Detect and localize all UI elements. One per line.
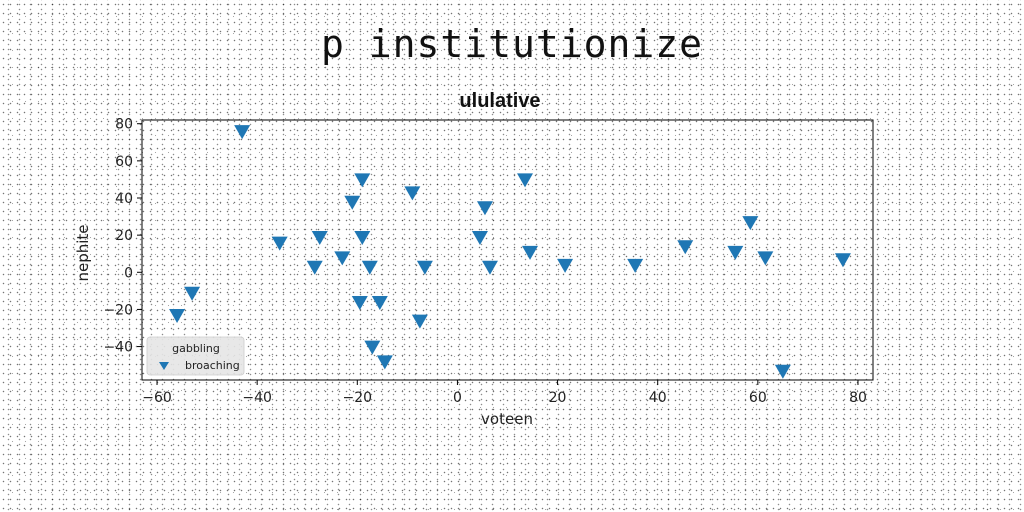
chart-title: ululative [459,90,540,112]
x-tick-label: 20 [549,390,567,406]
legend: gabbling broaching [146,336,245,376]
legend-marker [159,362,169,370]
legend-entry-label: broaching [185,359,240,372]
x-tick-label: −20 [343,390,373,406]
x-tick-label: 40 [649,390,667,406]
data-point [481,260,498,275]
data-point [334,251,351,266]
data-point [517,173,534,188]
data-point [306,260,323,275]
data-point [416,260,433,275]
series-broaching [169,125,851,379]
y-tick-label: −40 [103,340,133,356]
y-tick-label: 0 [124,265,133,281]
data-point [311,231,328,245]
data-point [404,186,421,201]
data-point [476,201,493,216]
y-tick-label: 80 [115,117,133,133]
y-tick-label: 60 [115,154,133,170]
data-point [627,258,644,273]
data-point [344,195,361,210]
data-point [522,245,539,260]
data-point [742,216,759,231]
data-point [234,125,251,140]
data-point [361,260,378,275]
data-point [834,253,851,268]
data-point [471,231,488,245]
data-point [354,231,371,245]
x-tick-label: −60 [142,390,172,406]
plot-area [141,119,874,381]
figure-title: p institutionize [320,22,704,66]
x-tick-label: 60 [749,390,767,406]
data-point [184,286,201,301]
data-point [411,314,428,329]
data-point [757,251,774,266]
y-tick-label: 20 [115,228,133,244]
legend-title: gabbling [172,342,220,355]
x-axis-label: voteen [481,410,533,428]
data-point [376,355,393,370]
y-tick-label: 40 [115,191,133,207]
data-point [371,296,388,310]
data-point [364,340,381,355]
x-axis: −60 −40 −20 0 20 40 60 80 [142,380,867,406]
data-point [271,236,288,251]
y-axis-label: nephite [74,224,92,281]
x-tick-label: 0 [453,390,462,406]
y-axis: −40 −20 0 20 40 60 80 [103,117,142,356]
data-point [727,245,744,260]
data-point [677,240,694,255]
data-point [169,309,186,323]
data-point [354,173,371,188]
data-point [557,258,574,273]
data-point [774,364,791,379]
legend-box [146,336,245,376]
y-tick-label: −20 [103,302,133,318]
x-tick-label: 80 [849,390,867,406]
data-point [351,296,368,310]
x-tick-label: −40 [242,390,272,406]
